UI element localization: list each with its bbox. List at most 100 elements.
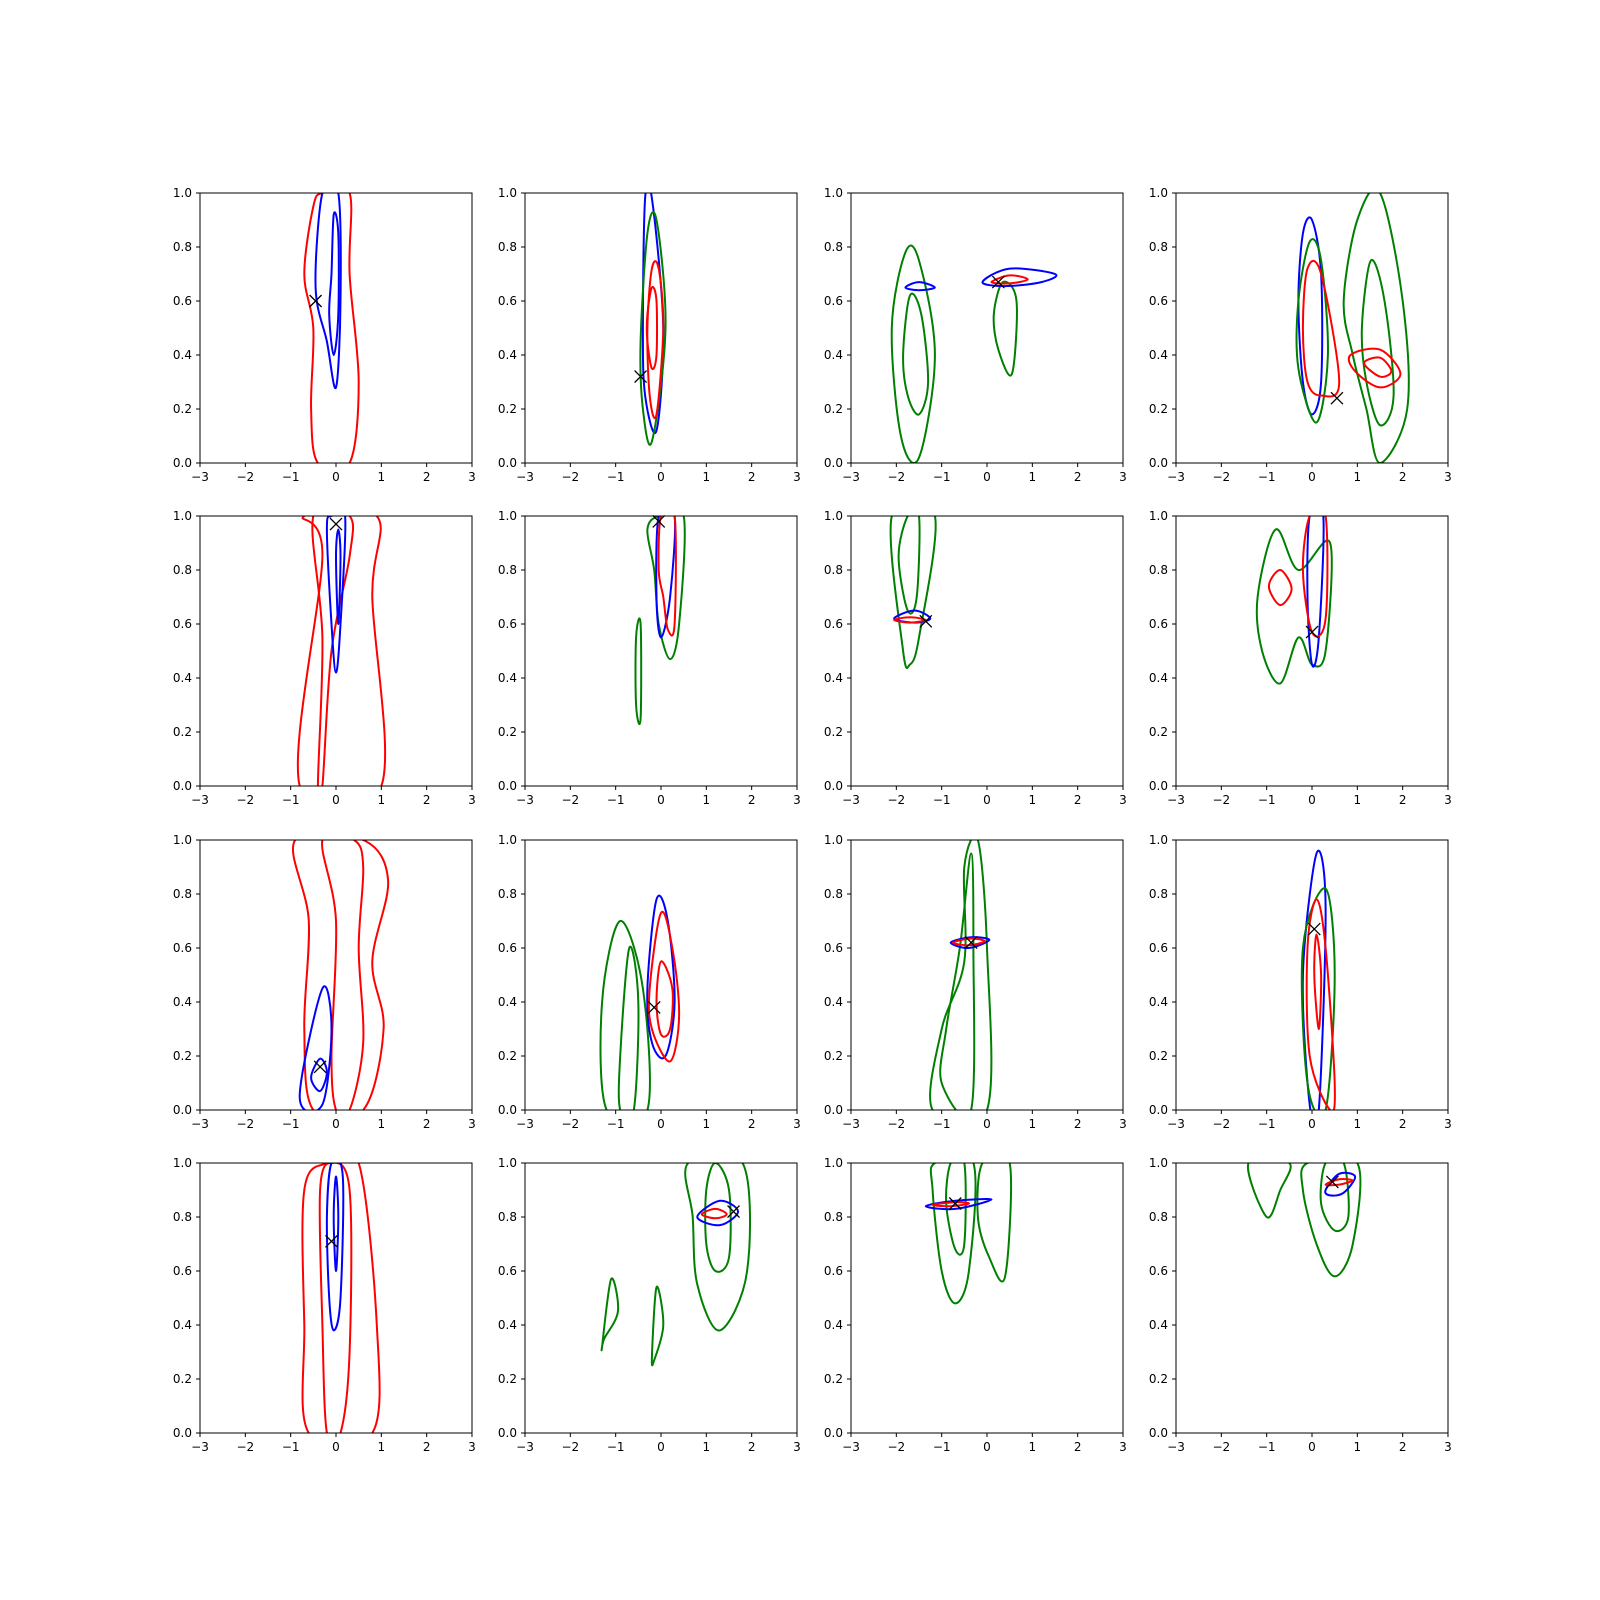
marker-x-stroke-b bbox=[1330, 391, 1344, 405]
y-tick-label: 0.4 bbox=[173, 348, 192, 362]
x-tick-label: 3 bbox=[1444, 1440, 1452, 1454]
x-tick-label: 3 bbox=[468, 793, 476, 807]
y-tick-label: 0.4 bbox=[498, 671, 517, 685]
y-tick-label: 1.0 bbox=[1149, 509, 1168, 523]
contour-green-1 bbox=[929, 840, 993, 1110]
x-tick-label: 2 bbox=[423, 470, 431, 484]
contour-group bbox=[599, 894, 681, 1110]
y-tick-label: 1.0 bbox=[173, 833, 192, 847]
y-tick-label: 0.4 bbox=[173, 671, 192, 685]
x-tick-label: 1 bbox=[1029, 470, 1037, 484]
y-tick-label: 0.4 bbox=[1149, 1318, 1168, 1332]
x-tick-label: 2 bbox=[1399, 793, 1407, 807]
y-tick-label: 0.6 bbox=[1149, 617, 1168, 631]
contour-red-4 bbox=[1267, 569, 1293, 607]
y-tick-label: 0.0 bbox=[824, 456, 843, 470]
y-tick-label: 0.6 bbox=[173, 941, 192, 955]
contour-green-1 bbox=[599, 920, 651, 1110]
x-tick-label: 2 bbox=[1399, 1117, 1407, 1131]
x-tick-label: −3 bbox=[516, 1117, 534, 1131]
marker-x-stroke-b bbox=[329, 517, 343, 531]
panel-2-4: −3 −2 −1 0 1 2 3 0.0 0.2 0.4 0.6 0.8 1.0 bbox=[1149, 509, 1452, 807]
x-tick-label: −1 bbox=[933, 470, 951, 484]
contour-group bbox=[889, 516, 937, 669]
y-tick-label: 0.2 bbox=[173, 402, 192, 416]
contour-group bbox=[1247, 1163, 1362, 1278]
y-tick-label: 1.0 bbox=[1149, 1156, 1168, 1170]
y-tick-label: 0.0 bbox=[173, 1426, 192, 1440]
x-tick-label: −3 bbox=[1167, 793, 1185, 807]
panel-2-3: −3 −2 −1 0 1 2 3 0.0 0.2 0.4 0.6 0.8 1.0 bbox=[824, 509, 1127, 807]
y-tick-label: 0.6 bbox=[1149, 1264, 1168, 1278]
x-tick-label: 2 bbox=[1399, 1440, 1407, 1454]
x-tick-label: 1 bbox=[378, 793, 386, 807]
x-tick-label: −1 bbox=[1258, 1440, 1276, 1454]
x-tick-label: 3 bbox=[1119, 470, 1127, 484]
x-tick-label: −1 bbox=[1258, 470, 1276, 484]
y-tick-label: 1.0 bbox=[824, 509, 843, 523]
y-tick-label: 0.6 bbox=[498, 941, 517, 955]
y-tick-label: 0.6 bbox=[173, 617, 192, 631]
contour-group bbox=[296, 516, 387, 786]
x-tick-label: 1 bbox=[703, 470, 711, 484]
y-tick-label: 0.4 bbox=[824, 995, 843, 1009]
x-tick-label: 3 bbox=[1444, 1117, 1452, 1131]
contour-red-3 bbox=[1305, 898, 1336, 1110]
y-tick-label: 0.4 bbox=[173, 1318, 192, 1332]
x-tick-label: 0 bbox=[983, 1117, 991, 1131]
contour-green-1 bbox=[684, 1163, 752, 1332]
x-tick-label: −3 bbox=[191, 1117, 209, 1131]
y-tick-label: 0.4 bbox=[1149, 995, 1168, 1009]
y-tick-label: 0.0 bbox=[498, 1426, 517, 1440]
y-tick-label: 0.4 bbox=[173, 995, 192, 1009]
x-tick-label: −1 bbox=[282, 470, 300, 484]
x-tick-label: −1 bbox=[607, 793, 625, 807]
x-tick-label: −1 bbox=[1258, 793, 1276, 807]
x-tick-label: 0 bbox=[1308, 470, 1316, 484]
y-tick-label: 0.6 bbox=[824, 941, 843, 955]
y-tick-label: 0.6 bbox=[498, 1264, 517, 1278]
x-tick-label: 2 bbox=[423, 793, 431, 807]
marker-x-stroke-b bbox=[948, 1197, 962, 1210]
y-tick-label: 0.8 bbox=[1149, 240, 1168, 254]
x-tick-label: 3 bbox=[468, 1440, 476, 1454]
y-tick-label: 0.8 bbox=[498, 240, 517, 254]
marker-x-stroke-b bbox=[964, 936, 978, 950]
y-tick-label: 0.6 bbox=[498, 294, 517, 308]
contour-blue-3 bbox=[325, 1163, 345, 1332]
contour-red-4 bbox=[951, 937, 986, 947]
x-tick-label: 2 bbox=[748, 793, 756, 807]
x-tick-label: 0 bbox=[1308, 793, 1316, 807]
x-tick-label: −1 bbox=[933, 793, 951, 807]
y-tick-label: 0.0 bbox=[173, 1103, 192, 1117]
marker-x-stroke-b bbox=[634, 370, 648, 384]
y-tick-label: 0.0 bbox=[824, 1103, 843, 1117]
y-tick-label: 0.8 bbox=[1149, 887, 1168, 901]
contour-green-3 bbox=[976, 1163, 1013, 1283]
panel-3-1: −3 −2 −1 0 1 2 3 0.0 0.2 0.4 0.6 0.8 1.0 bbox=[173, 833, 476, 1131]
marker-x-stroke-b bbox=[313, 1060, 327, 1074]
contour-red-1 bbox=[291, 840, 390, 1110]
contour-red-1 bbox=[296, 516, 387, 786]
contour-group bbox=[639, 193, 667, 446]
x-tick-label: 1 bbox=[378, 470, 386, 484]
y-tick-label: 0.8 bbox=[824, 1210, 843, 1224]
y-tick-label: 0.0 bbox=[1149, 1103, 1168, 1117]
contour-blue-2 bbox=[1306, 516, 1325, 668]
x-tick-label: 2 bbox=[423, 1440, 431, 1454]
x-tick-label: 1 bbox=[1354, 793, 1362, 807]
y-tick-label: 1.0 bbox=[498, 509, 517, 523]
y-tick-label: 1.0 bbox=[498, 186, 517, 200]
contour-red-2 bbox=[321, 840, 365, 1110]
x-tick-label: 0 bbox=[657, 793, 665, 807]
x-tick-label: 3 bbox=[1119, 793, 1127, 807]
y-tick-label: 0.0 bbox=[498, 1103, 517, 1117]
x-tick-label: −3 bbox=[516, 793, 534, 807]
marker-x-stroke-b bbox=[309, 294, 323, 308]
contour-red-5 bbox=[655, 960, 674, 1038]
x-tick-label: −3 bbox=[191, 793, 209, 807]
contour-red-7 bbox=[1363, 356, 1393, 378]
marker-x-stroke-b bbox=[991, 275, 1005, 289]
x-tick-label: −1 bbox=[607, 1440, 625, 1454]
